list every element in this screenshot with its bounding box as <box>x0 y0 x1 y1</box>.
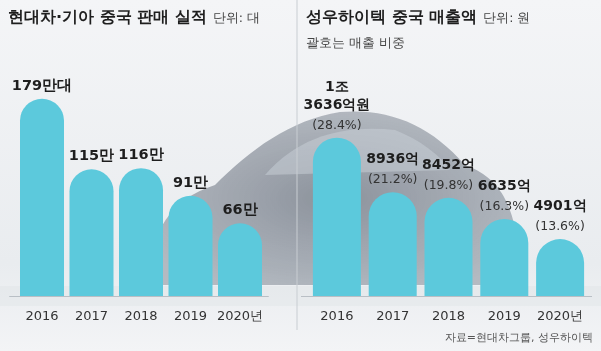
subtitle: 괄호는 매출 비중 <box>306 35 405 50</box>
category-label: 2019 <box>488 308 521 323</box>
value-label: 91만 <box>173 174 208 190</box>
baseline <box>301 296 592 297</box>
bars <box>20 99 262 296</box>
chart: 현대차·기아 중국 판매 실적 단위: 대 2016 179만대 2017 115만 201… <box>8 7 269 323</box>
car-image <box>0 111 601 306</box>
bar <box>20 99 64 296</box>
unit: 단위: 원 <box>483 10 530 25</box>
category-label: 2016 <box>320 308 353 323</box>
bars <box>313 138 584 296</box>
divider <box>297 0 298 330</box>
category-label: 2017 <box>75 308 108 323</box>
value-label: 4901억 <box>534 197 587 213</box>
share-label: (13.6%) <box>535 218 584 233</box>
unit: 단위: 대 <box>213 10 260 25</box>
bar <box>218 223 262 296</box>
share-label: (19.8%) <box>424 177 473 192</box>
share-label: (28.4%) <box>312 117 361 132</box>
chart: 성우하이텍 중국 매출액 단위: 원괄호는 매출 비중 2016 (28.4%) 1조3… <box>301 7 592 323</box>
category-label: 2019 <box>174 308 207 323</box>
share-label: (21.2%) <box>368 171 417 186</box>
source: 자료=현대차그룹, 성우하이텍 <box>445 331 593 344</box>
share-label: (16.3%) <box>480 198 529 213</box>
bar <box>425 198 473 296</box>
bar <box>536 239 584 296</box>
value-label: 8936억 <box>366 150 419 166</box>
value-label: 1조3636억원 <box>303 78 370 112</box>
bar <box>480 219 528 296</box>
category-label: 2016 <box>25 308 58 323</box>
background <box>0 0 601 351</box>
category-label: 2018 <box>432 308 465 323</box>
value-label: 116만 <box>118 146 163 162</box>
title: 성우하이텍 중국 매출액 <box>306 7 477 26</box>
value-label: 179만대 <box>12 77 72 93</box>
bar <box>169 196 213 296</box>
value-label: 8452억 <box>422 156 475 172</box>
bar <box>369 192 417 296</box>
title: 현대차·기아 중국 판매 실적 <box>8 7 207 26</box>
value-label: 6635억 <box>478 177 531 193</box>
bar <box>313 138 361 296</box>
value-label: 66만 <box>222 201 257 217</box>
bar <box>70 169 114 296</box>
category-label: 2020년 <box>537 308 583 323</box>
category-label: 2017 <box>376 308 409 323</box>
bar <box>119 168 163 296</box>
figure: 현대차·기아 중국 판매 실적 단위: 대 2016 179만대 2017 115만 201… <box>0 0 601 351</box>
category-label: 2018 <box>124 308 157 323</box>
category-label: 2020년 <box>217 308 263 323</box>
baseline <box>9 296 269 297</box>
value-label: 115만 <box>69 147 114 163</box>
